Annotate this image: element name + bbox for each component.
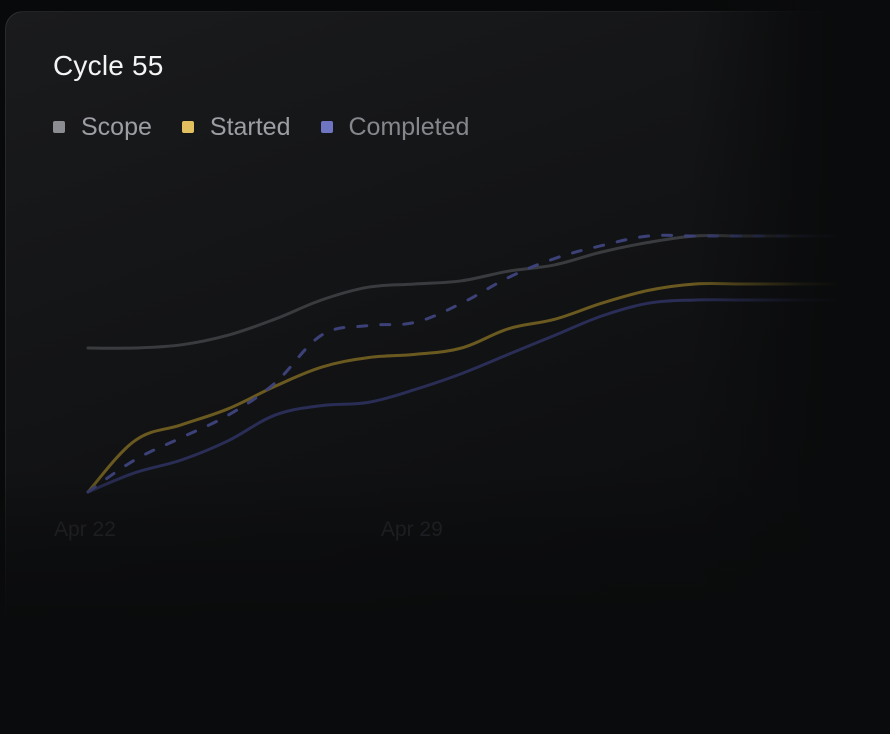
series-line-completed	[86, 298, 890, 494]
x-tick-label: Apr 22	[54, 518, 116, 541]
legend-item-started[interactable]: Started	[181, 112, 291, 142]
legend-label-started: Started	[209, 113, 291, 141]
legend-swatch-completed	[320, 121, 333, 133]
legend-item-completed[interactable]: Completed	[320, 112, 470, 142]
chart-title: Cycle 55	[53, 50, 164, 81]
legend-item-scope[interactable]: Scope	[53, 112, 152, 142]
series-line-scope	[86, 233, 890, 350]
legend-swatch-started	[181, 121, 194, 133]
series-line-projection	[86, 233, 890, 494]
series-line-started	[86, 281, 890, 494]
chart-legend: Scope Started Completed	[53, 112, 499, 142]
x-tick-label: Apr 29	[381, 518, 443, 541]
legend-label-scope: Scope	[81, 113, 152, 141]
legend-label-completed: Completed	[348, 113, 470, 141]
legend-swatch-scope	[53, 121, 65, 133]
